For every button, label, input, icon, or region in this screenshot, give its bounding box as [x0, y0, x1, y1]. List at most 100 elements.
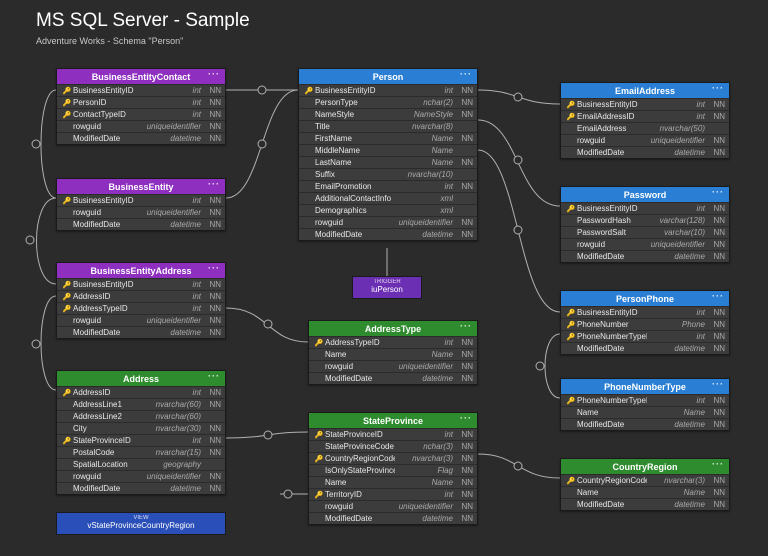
column-row[interactable]: ModifiedDatedatetimeNN: [299, 228, 477, 240]
column-row[interactable]: Titlenvarchar(8): [299, 120, 477, 132]
column-row[interactable]: AddressLine2nvarchar(60): [57, 410, 225, 422]
more-icon[interactable]: ···: [712, 187, 724, 197]
view-box[interactable]: VIEW vStateProvinceCountryRegion: [56, 512, 226, 535]
column-row[interactable]: 🔑ContactTypeIDintNN: [57, 108, 225, 120]
column-row[interactable]: PostalCodenvarchar(15)NN: [57, 446, 225, 458]
column-row[interactable]: 🔑CountryRegionCodenvarchar(3)NN: [309, 452, 477, 464]
column-row[interactable]: 🔑EmailAddressIDintNN: [561, 110, 729, 122]
column-row[interactable]: 🔑PersonIDintNN: [57, 96, 225, 108]
column-row[interactable]: rowguiduniqueidentifierNN: [299, 216, 477, 228]
column-row[interactable]: ModifiedDatedatetimeNN: [561, 342, 729, 354]
column-row[interactable]: LastNameNameNN: [299, 156, 477, 168]
column-row[interactable]: rowguiduniqueidentifierNN: [57, 206, 225, 218]
column-row[interactable]: 🔑AddressIDintNN: [57, 386, 225, 398]
column-row[interactable]: 🔑PhoneNumberTypeIDintNN: [561, 330, 729, 342]
column-row[interactable]: ModifiedDatedatetimeNN: [57, 326, 225, 338]
column-row[interactable]: 🔑StateProvinceIDintNN: [57, 434, 225, 446]
column-row[interactable]: rowguiduniqueidentifierNN: [561, 134, 729, 146]
entity-bea[interactable]: BusinessEntityAddress···🔑BusinessEntityI…: [56, 262, 226, 339]
column-row[interactable]: ModifiedDatedatetimeNN: [57, 482, 225, 494]
column-row[interactable]: 🔑BusinessEntityIDintNN: [299, 84, 477, 96]
entity-header[interactable]: Address···: [57, 371, 225, 386]
column-row[interactable]: EmailAddressnvarchar(50): [561, 122, 729, 134]
column-row[interactable]: 🔑TerritoryIDintNN: [309, 488, 477, 500]
entity-addr[interactable]: Address···🔑AddressIDintNNAddressLine1nva…: [56, 370, 226, 495]
column-row[interactable]: rowguiduniqueidentifierNN: [57, 314, 225, 326]
entity-pwd[interactable]: Password···🔑BusinessEntityIDintNNPasswor…: [560, 186, 730, 263]
column-row[interactable]: PasswordHashvarchar(128)NN: [561, 214, 729, 226]
more-icon[interactable]: ···: [208, 179, 220, 189]
entity-header[interactable]: BusinessEntity···: [57, 179, 225, 194]
column-row[interactable]: 🔑BusinessEntityIDintNN: [561, 306, 729, 318]
column-row[interactable]: SpatialLocationgeography: [57, 458, 225, 470]
column-row[interactable]: 🔑BusinessEntityIDintNN: [57, 84, 225, 96]
column-row[interactable]: PasswordSaltvarchar(10)NN: [561, 226, 729, 238]
entity-header[interactable]: PersonPhone···: [561, 291, 729, 306]
column-row[interactable]: rowguiduniqueidentifierNN: [309, 360, 477, 372]
trigger-box[interactable]: TRIGGER iuPerson: [352, 276, 422, 299]
column-row[interactable]: ModifiedDatedatetimeNN: [57, 218, 225, 230]
column-row[interactable]: NameNameNN: [561, 406, 729, 418]
entity-header[interactable]: BusinessEntityContact···: [57, 69, 225, 84]
entity-header[interactable]: PhoneNumberType···: [561, 379, 729, 394]
column-row[interactable]: Demographicsxml: [299, 204, 477, 216]
entity-pnt[interactable]: PhoneNumberType···🔑PhoneNumberTypeIDintN…: [560, 378, 730, 431]
column-row[interactable]: 🔑StateProvinceIDintNN: [309, 428, 477, 440]
column-row[interactable]: 🔑AddressIDintNN: [57, 290, 225, 302]
column-row[interactable]: 🔑AddressTypeIDintNN: [309, 336, 477, 348]
column-row[interactable]: ModifiedDatedatetimeNN: [309, 512, 477, 524]
entity-header[interactable]: EmailAddress···: [561, 83, 729, 98]
column-row[interactable]: Suffixnvarchar(10): [299, 168, 477, 180]
column-row[interactable]: 🔑BusinessEntityIDintNN: [57, 194, 225, 206]
more-icon[interactable]: ···: [460, 69, 472, 79]
more-icon[interactable]: ···: [208, 371, 220, 381]
column-row[interactable]: IsOnlyStateProvinceFlagFlagNN: [309, 464, 477, 476]
column-row[interactable]: NameStyleNameStyleNN: [299, 108, 477, 120]
entity-cr[interactable]: CountryRegion···🔑CountryRegionCodenvarch…: [560, 458, 730, 511]
column-row[interactable]: ModifiedDatedatetimeNN: [561, 498, 729, 510]
entity-header[interactable]: StateProvince···: [309, 413, 477, 428]
column-row[interactable]: StateProvinceCodenchar(3)NN: [309, 440, 477, 452]
more-icon[interactable]: ···: [208, 69, 220, 79]
entity-header[interactable]: Password···: [561, 187, 729, 202]
column-row[interactable]: Citynvarchar(30)NN: [57, 422, 225, 434]
column-row[interactable]: rowguiduniqueidentifierNN: [57, 120, 225, 132]
column-row[interactable]: ModifiedDatedatetimeNN: [561, 250, 729, 262]
column-row[interactable]: EmailPromotionintNN: [299, 180, 477, 192]
column-row[interactable]: ModifiedDatedatetimeNN: [561, 418, 729, 430]
more-icon[interactable]: ···: [712, 379, 724, 389]
entity-sp[interactable]: StateProvince···🔑StateProvinceIDintNNSta…: [308, 412, 478, 525]
more-icon[interactable]: ···: [460, 413, 472, 423]
column-row[interactable]: rowguiduniqueidentifierNN: [309, 500, 477, 512]
column-row[interactable]: 🔑PhoneNumberTypeIDintNN: [561, 394, 729, 406]
column-row[interactable]: AddressLine1nvarchar(60)NN: [57, 398, 225, 410]
entity-header[interactable]: CountryRegion···: [561, 459, 729, 474]
entity-header[interactable]: BusinessEntityAddress···: [57, 263, 225, 278]
entity-bec[interactable]: BusinessEntityContact···🔑BusinessEntityI…: [56, 68, 226, 145]
column-row[interactable]: ModifiedDatedatetimeNN: [561, 146, 729, 158]
column-row[interactable]: 🔑BusinessEntityIDintNN: [57, 278, 225, 290]
column-row[interactable]: 🔑PhoneNumberPhoneNN: [561, 318, 729, 330]
column-row[interactable]: FirstNameNameNN: [299, 132, 477, 144]
entity-addrtype[interactable]: AddressType···🔑AddressTypeIDintNNNameNam…: [308, 320, 478, 385]
column-row[interactable]: MiddleNameName: [299, 144, 477, 156]
column-row[interactable]: rowguiduniqueidentifierNN: [561, 238, 729, 250]
column-row[interactable]: 🔑CountryRegionCodenvarchar(3)NN: [561, 474, 729, 486]
column-row[interactable]: ModifiedDatedatetimeNN: [309, 372, 477, 384]
entity-header[interactable]: Person···: [299, 69, 477, 84]
entity-be[interactable]: BusinessEntity···🔑BusinessEntityIDintNNr…: [56, 178, 226, 231]
more-icon[interactable]: ···: [712, 459, 724, 469]
column-row[interactable]: 🔑BusinessEntityIDintNN: [561, 202, 729, 214]
column-row[interactable]: NameNameNN: [561, 486, 729, 498]
more-icon[interactable]: ···: [460, 321, 472, 331]
more-icon[interactable]: ···: [712, 291, 724, 301]
more-icon[interactable]: ···: [208, 263, 220, 273]
column-row[interactable]: rowguiduniqueidentifierNN: [57, 470, 225, 482]
column-row[interactable]: NameNameNN: [309, 476, 477, 488]
entity-person[interactable]: Person···🔑BusinessEntityIDintNNPersonTyp…: [298, 68, 478, 241]
column-row[interactable]: PersonTypenchar(2)NN: [299, 96, 477, 108]
column-row[interactable]: NameNameNN: [309, 348, 477, 360]
entity-header[interactable]: AddressType···: [309, 321, 477, 336]
column-row[interactable]: 🔑AddressTypeIDintNN: [57, 302, 225, 314]
entity-email[interactable]: EmailAddress···🔑BusinessEntityIDintNN🔑Em…: [560, 82, 730, 159]
